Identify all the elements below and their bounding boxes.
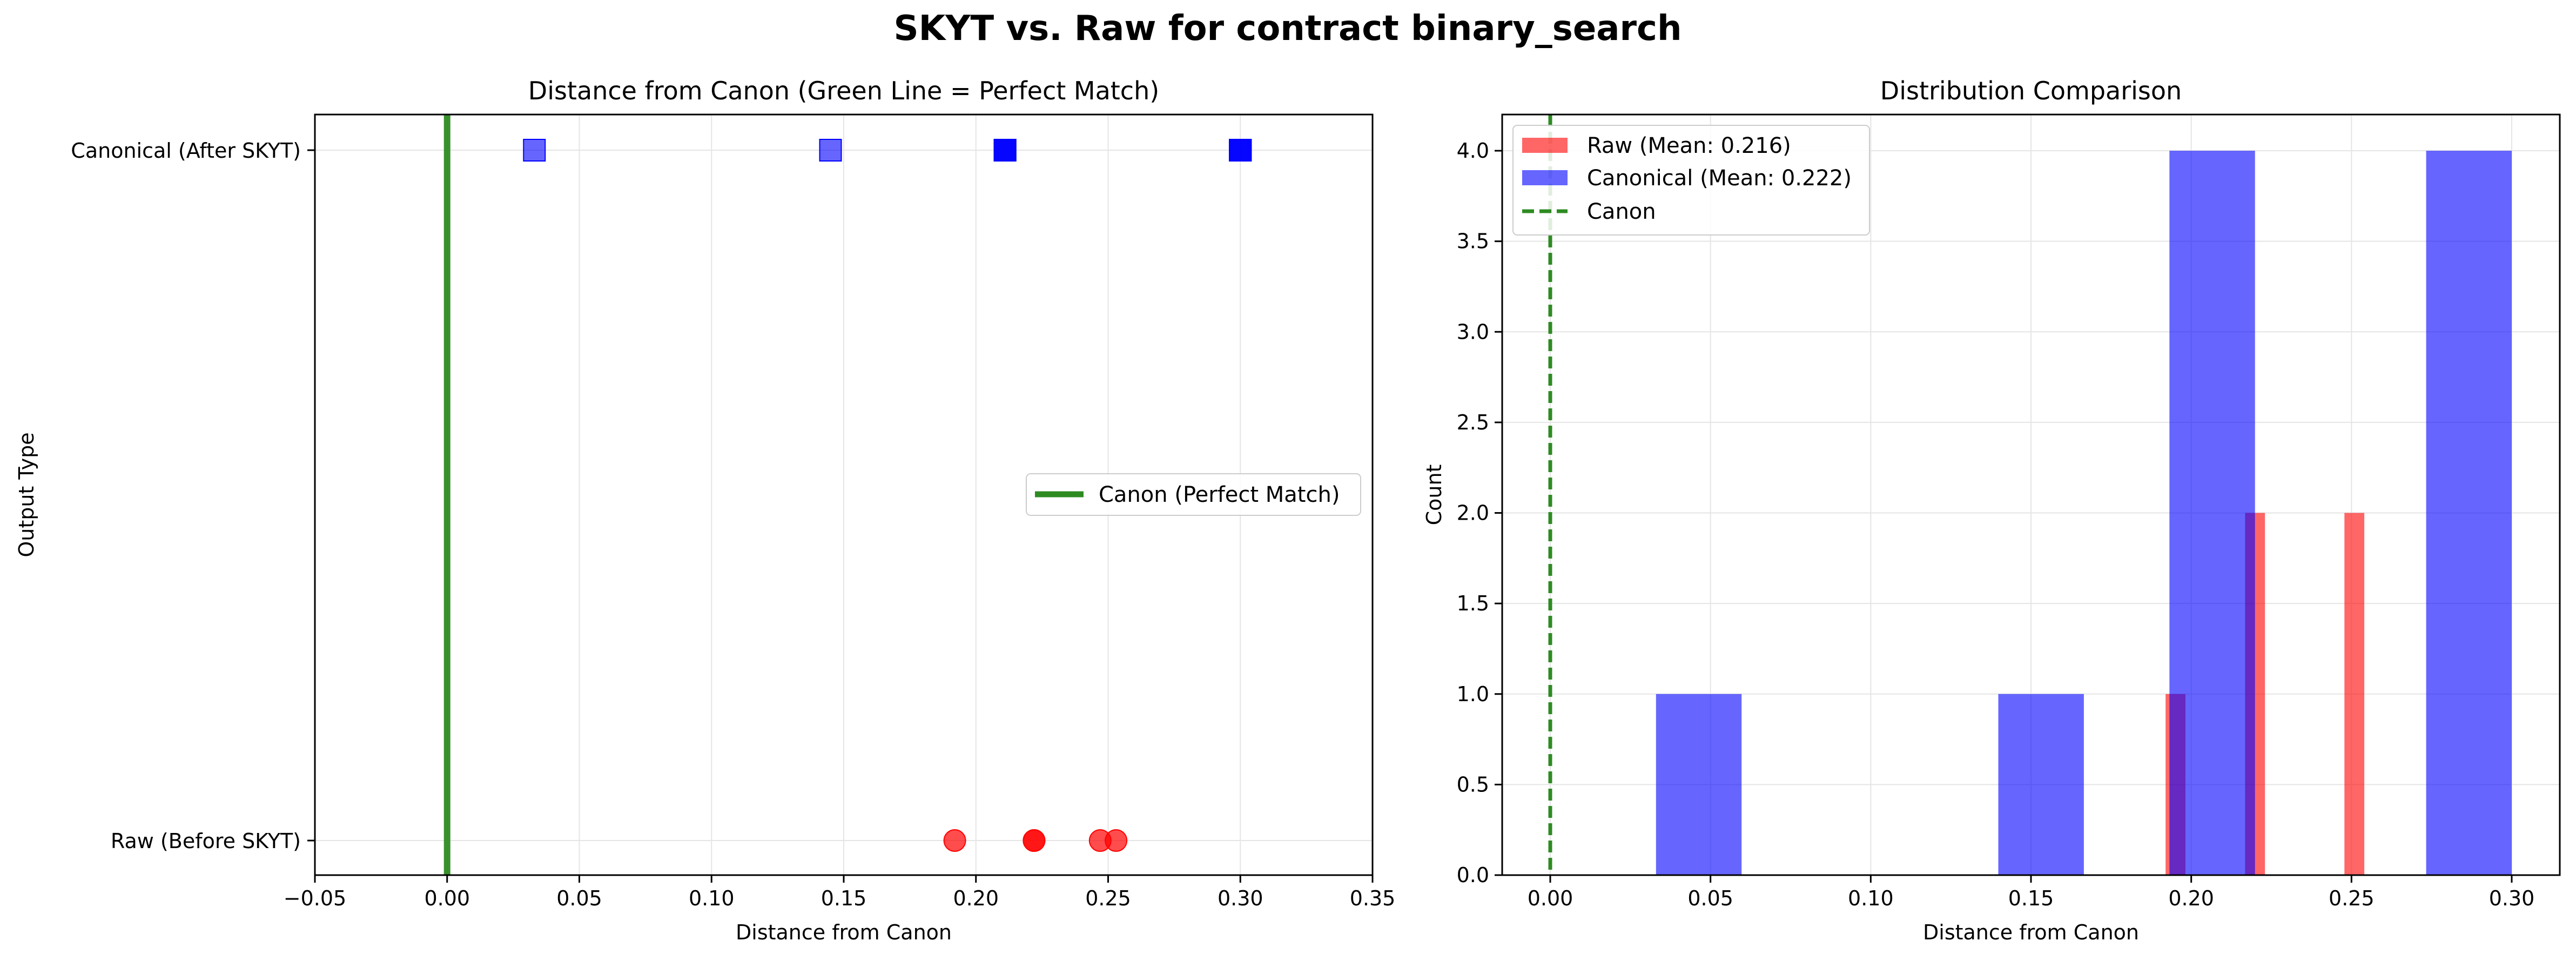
histogram-x-tick-label: 0.25 — [2329, 886, 2375, 910]
scatter-x-tick-label: 0.00 — [424, 886, 470, 910]
histogram-x-tick-label: 0.05 — [1687, 886, 1733, 910]
scatter-x-tick-label: −0.05 — [284, 886, 346, 910]
scatter-canonical-point — [523, 139, 546, 162]
histogram-y-tick-label: 2.5 — [1457, 411, 1489, 434]
scatter-canonical-point — [993, 139, 1017, 162]
scatter-x-tick-label: 0.30 — [1218, 886, 1263, 910]
histogram-legend-canonical-label: Canonical (Mean: 0.222) — [1587, 166, 1852, 191]
scatter-x-tick-label: 0.20 — [953, 886, 999, 910]
scatter-x-tick-label: 0.25 — [1085, 886, 1131, 910]
histogram-x-tick-label: 0.10 — [1848, 886, 1894, 910]
scatter-raw-point — [943, 829, 966, 852]
scatter-y-tick-label: Raw (Before SKYT) — [111, 829, 301, 853]
figure-title: SKYT vs. Raw for contract binary_search — [893, 9, 1682, 49]
histogram-legend: Raw (Mean: 0.216) Canonical (Mean: 0.222… — [1512, 125, 1870, 236]
histogram-marks — [1548, 115, 2512, 875]
scatter-x-ticks: −0.05 0.00 0.05 0.10 0.15 0.20 0.25 0.30 0.35 — [284, 875, 1396, 910]
histogram-canonical-bar — [2169, 151, 2255, 875]
scatter-y-axis-label: Output Type — [15, 432, 38, 557]
scatter-y-ticks: Raw (Before SKYT) Canonical (After SKYT) — [71, 139, 315, 853]
scatter-x-tick-label: 0.10 — [689, 886, 735, 910]
histogram-x-tick-label: 0.30 — [2489, 886, 2535, 910]
scatter-title: Distance from Canon (Green Line = Perfec… — [528, 76, 1159, 105]
histogram-title: Distribution Comparison — [1880, 76, 2182, 105]
scatter-legend-box — [1026, 473, 1361, 516]
histogram-y-tick-label: 0.5 — [1457, 772, 1489, 796]
histogram-x-tick-label: 0.20 — [2168, 886, 2214, 910]
histogram-legend-box — [1512, 125, 1870, 236]
histogram-y-ticks: 0.0 0.5 1.0 1.5 2.0 2.5 3.0 3.5 4.0 — [1457, 139, 1502, 887]
histogram-y-tick-label: 1.0 — [1457, 682, 1489, 706]
scatter-legend: Canon (Perfect Match) — [1026, 473, 1361, 516]
histogram-y-axis-label: Count — [1422, 465, 1446, 526]
histogram-y-tick-label: 1.5 — [1457, 592, 1489, 615]
histogram-legend-raw-swatch — [1522, 138, 1568, 153]
scatter-x-tick-label: 0.05 — [556, 886, 602, 910]
histogram-raw-bar — [2344, 513, 2365, 875]
histogram-x-axis-label: Distance from Canon — [1923, 920, 2139, 944]
histogram-canonical-bar — [1998, 694, 2084, 875]
histogram-y-tick-label: 3.5 — [1457, 230, 1489, 253]
scatter-raw-point — [1105, 829, 1128, 852]
scatter-y-tick-label: Canonical (After SKYT) — [71, 139, 301, 163]
scatter-x-tick-label: 0.35 — [1350, 886, 1396, 910]
scatter-legend-canon-label: Canon (Perfect Match) — [1099, 482, 1340, 507]
histogram-y-tick-label: 0.0 — [1457, 863, 1489, 887]
scatter-x-tick-label: 0.15 — [821, 886, 867, 910]
histogram-panel: Distribution Comparison 0.00 0.05 0.10 0.15… — [1422, 76, 2561, 944]
histogram-x-tick-label: 0.15 — [2008, 886, 2054, 910]
scatter-marks — [443, 115, 1252, 875]
histogram-legend-raw-label: Raw (Mean: 0.216) — [1587, 133, 1791, 158]
histogram-x-ticks: 0.00 0.05 0.10 0.15 0.20 0.25 0.30 — [1528, 875, 2535, 910]
scatter-canonical-point — [819, 139, 842, 162]
histogram-legend-canonical-swatch — [1522, 170, 1568, 185]
histogram-y-tick-label: 2.0 — [1457, 501, 1489, 525]
histogram-x-tick-label: 0.00 — [1528, 886, 1573, 910]
histogram-canonical-bar — [2426, 151, 2512, 875]
scatter-x-axis-label: Distance from Canon — [736, 920, 952, 944]
histogram-canonical-bar — [1656, 694, 1742, 875]
scatter-canonical-point — [1229, 139, 1252, 162]
histogram-y-tick-label: 4.0 — [1457, 139, 1489, 163]
histogram-y-tick-label: 3.0 — [1457, 320, 1489, 344]
scatter-panel: Distance from Canon (Green Line = Perfec… — [15, 76, 1395, 944]
histogram-legend-canon-label: Canon — [1587, 199, 1656, 224]
scatter-raw-point — [1023, 829, 1046, 852]
